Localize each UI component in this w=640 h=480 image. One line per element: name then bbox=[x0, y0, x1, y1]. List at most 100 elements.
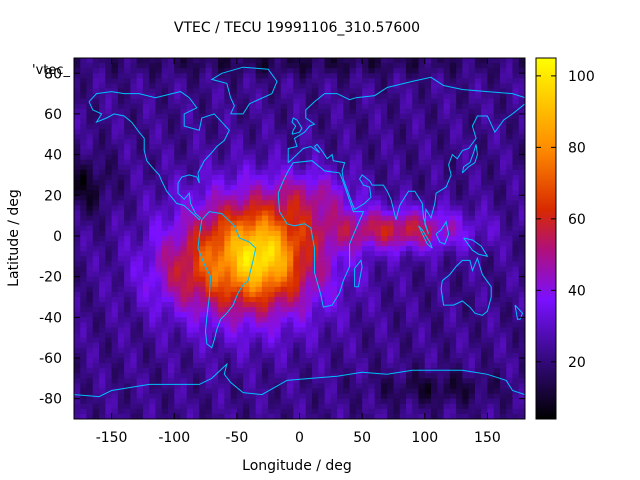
heatmap-cell bbox=[462, 124, 470, 130]
heatmap-cell bbox=[412, 312, 420, 318]
heatmap-cell bbox=[506, 220, 514, 227]
heatmap-cell bbox=[393, 103, 401, 110]
heatmap-cell bbox=[318, 256, 326, 262]
heatmap-cell bbox=[268, 291, 276, 298]
heatmap-cell bbox=[343, 58, 351, 64]
heatmap-cell bbox=[99, 281, 106, 288]
heatmap-cell bbox=[99, 276, 106, 283]
heatmap-cell bbox=[199, 271, 207, 278]
heatmap-cell bbox=[236, 378, 244, 384]
heatmap-cell bbox=[405, 246, 413, 252]
heatmap-cell bbox=[167, 98, 175, 105]
heatmap-cell bbox=[337, 180, 344, 186]
heatmap-cell bbox=[236, 195, 244, 201]
heatmap-cell bbox=[155, 108, 163, 115]
heatmap-cell bbox=[405, 185, 413, 191]
heatmap-cell bbox=[487, 159, 495, 166]
heatmap-cell bbox=[449, 332, 457, 339]
heatmap-cell bbox=[293, 302, 301, 308]
heatmap-cell bbox=[456, 256, 463, 262]
heatmap-cell bbox=[412, 281, 420, 288]
heatmap-cell bbox=[255, 276, 263, 283]
heatmap-cell bbox=[305, 403, 313, 410]
heatmap-cell bbox=[268, 78, 276, 85]
heatmap-cell bbox=[299, 185, 307, 191]
heatmap-cell bbox=[130, 347, 138, 354]
heatmap-cell bbox=[155, 83, 163, 90]
heatmap-cell bbox=[512, 312, 520, 318]
heatmap-cell bbox=[293, 266, 301, 273]
heatmap-cell bbox=[349, 164, 357, 171]
heatmap-cell bbox=[518, 144, 525, 151]
heatmap-cell bbox=[218, 78, 225, 85]
heatmap-cell bbox=[506, 322, 514, 329]
heatmap-cell bbox=[393, 403, 401, 410]
heatmap-cell bbox=[274, 195, 282, 201]
heatmap-cell bbox=[387, 113, 395, 120]
heatmap-cell bbox=[167, 388, 175, 395]
heatmap-cell bbox=[355, 205, 363, 212]
heatmap-cell bbox=[393, 398, 401, 405]
heatmap-cell bbox=[349, 261, 357, 268]
heatmap-cell bbox=[80, 58, 88, 64]
heatmap-cell bbox=[180, 408, 188, 415]
heatmap-cell bbox=[512, 322, 520, 329]
heatmap-cell bbox=[167, 235, 175, 242]
heatmap-cell bbox=[224, 312, 232, 318]
heatmap-cell bbox=[337, 164, 344, 171]
heatmap-cell bbox=[224, 291, 232, 298]
heatmap-cell bbox=[124, 266, 131, 273]
heatmap-cell bbox=[506, 200, 514, 207]
heatmap-cell bbox=[161, 180, 169, 186]
heatmap-cell bbox=[186, 230, 194, 237]
heatmap-cell bbox=[349, 368, 357, 374]
heatmap-cell bbox=[167, 129, 175, 135]
heatmap-cell bbox=[424, 276, 432, 283]
heatmap-cell bbox=[224, 73, 232, 79]
heatmap-cell bbox=[512, 271, 520, 278]
heatmap-cell bbox=[399, 352, 407, 359]
heatmap-cell bbox=[111, 388, 119, 395]
heatmap-cell bbox=[218, 302, 225, 308]
heatmap-cell bbox=[512, 113, 520, 120]
heatmap-cell bbox=[130, 332, 138, 339]
heatmap-cell bbox=[249, 93, 257, 100]
heatmap-cell bbox=[312, 347, 319, 354]
heatmap-cell bbox=[499, 88, 507, 95]
heatmap-cell bbox=[130, 256, 138, 262]
heatmap-cell bbox=[193, 159, 200, 166]
heatmap-cell bbox=[387, 276, 395, 283]
heatmap-cell bbox=[199, 408, 207, 415]
heatmap-cell bbox=[199, 103, 207, 110]
heatmap-cell bbox=[174, 393, 182, 400]
heatmap-cell bbox=[305, 388, 313, 395]
heatmap-cell bbox=[99, 271, 106, 278]
heatmap-cell bbox=[305, 256, 313, 262]
heatmap-cell bbox=[387, 327, 395, 334]
heatmap-cell bbox=[180, 205, 188, 212]
heatmap-cell bbox=[236, 383, 244, 390]
heatmap-cell bbox=[343, 312, 351, 318]
heatmap-cell bbox=[280, 286, 288, 293]
heatmap-cell bbox=[193, 124, 200, 130]
heatmap-cell bbox=[117, 261, 125, 268]
heatmap-cell bbox=[462, 271, 470, 278]
heatmap-cell bbox=[330, 368, 338, 374]
heatmap-cell bbox=[124, 93, 131, 100]
heatmap-cell bbox=[456, 98, 463, 105]
heatmap-cell bbox=[280, 332, 288, 339]
heatmap-cell bbox=[111, 159, 119, 166]
heatmap-cell bbox=[280, 159, 288, 166]
heatmap-cell bbox=[155, 174, 163, 181]
heatmap-cell bbox=[124, 286, 131, 293]
heatmap-cell bbox=[462, 403, 470, 410]
heatmap-cell bbox=[230, 149, 238, 156]
heatmap-cell bbox=[224, 144, 232, 151]
heatmap-cell bbox=[249, 286, 257, 293]
heatmap-cell bbox=[293, 398, 301, 405]
heatmap-cell bbox=[493, 256, 501, 262]
heatmap-cell bbox=[443, 78, 451, 85]
heatmap-cell bbox=[136, 103, 144, 110]
heatmap-cell bbox=[343, 403, 351, 410]
heatmap-cell bbox=[249, 164, 257, 171]
